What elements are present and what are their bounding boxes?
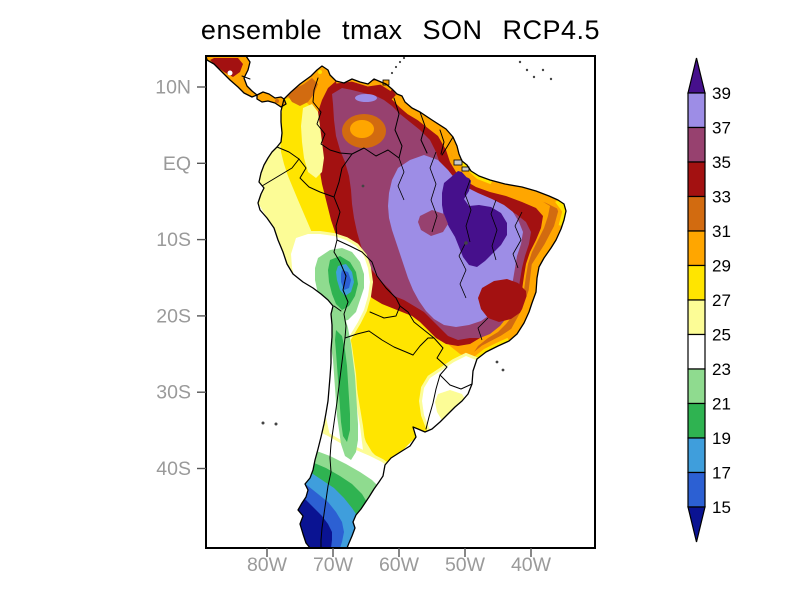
colorbar: 39 37 35 33 31 29 27 25 23 21 19 17 15 (687, 57, 731, 543)
pacific-island-dot (274, 422, 278, 426)
colorbar-cell (687, 230, 706, 267)
lat-tick-label: 30S (156, 382, 191, 404)
fill-pale-colombia (301, 104, 324, 178)
colorbar-cell (687, 402, 706, 439)
lat-tick-label: 10S (156, 229, 191, 251)
colorbar-label: 23 (712, 360, 731, 379)
longitude-axis: 80W 70W 60W 50W 40W (247, 548, 552, 576)
fill-coastgreen-5 (494, 384, 506, 396)
atlantic-dot (541, 68, 545, 72)
lon-tick-label: 80W (247, 554, 288, 576)
colorbar-label: 15 (712, 498, 731, 517)
fill-coastgreen-4 (474, 402, 482, 410)
antilles-dot (390, 71, 394, 75)
antilles-dot (394, 65, 398, 69)
colorbar-cell (687, 126, 706, 163)
colorbar-label: 33 (712, 188, 731, 207)
colorbar-label: 31 (712, 222, 731, 241)
colorbar-cell (687, 92, 706, 129)
map-speck (501, 368, 505, 372)
colorbar-cell (687, 333, 706, 370)
lon-tick-label: 60W (379, 554, 420, 576)
amazon-mouth-island (461, 166, 470, 172)
contour-fills (258, 66, 566, 548)
colorbar-below-triangle (687, 506, 706, 543)
lat-tick-label: EQ (163, 153, 191, 175)
colorbar-label: 19 (712, 429, 731, 448)
colorbar-cell (687, 161, 706, 198)
fill-panama-spot (275, 99, 279, 103)
fill-guajira-dot (318, 70, 322, 74)
lon-tick-label: 70W (313, 554, 354, 576)
latitude-axis: 10N EQ 10S 20S 30S 40S (155, 77, 206, 480)
fill-venezuela-lens (355, 94, 377, 102)
lon-tick-label: 40W (511, 554, 552, 576)
colorbar-above-triangle (687, 57, 706, 94)
atlantic-dot (549, 77, 553, 81)
antilles-dot (398, 60, 402, 64)
colorbar-label: 17 (712, 464, 731, 483)
fill-coastgreen-1 (470, 387, 480, 397)
colorbar-label: 25 (712, 326, 731, 345)
fill-nw-colombia (288, 78, 318, 106)
fill-magenta-patch (418, 210, 448, 236)
colorbar-cell (687, 195, 706, 232)
map-speck (495, 360, 499, 364)
islands (261, 56, 553, 426)
map-speck (464, 241, 468, 245)
colorbar-label: 39 (712, 84, 731, 103)
atlantic-dot (518, 60, 522, 64)
lat-tick-label: 10N (155, 77, 191, 99)
panama-coastline (256, 91, 287, 108)
fill-nicaragua (210, 58, 243, 77)
central-america-coastline (205, 55, 258, 98)
colorbar-label: 37 (712, 119, 731, 138)
pacific-island-dot (261, 421, 265, 425)
fill-coastgreen-3 (447, 427, 457, 437)
atlantic-dot (532, 75, 536, 79)
colorbar-cell (687, 299, 706, 336)
fill-guajira (311, 66, 330, 82)
lat-tick-label: 40S (156, 458, 191, 480)
colorbar-cell (687, 264, 706, 301)
fill-over-39 (442, 171, 507, 267)
marajo-island (453, 159, 463, 166)
colorbar-cell (687, 368, 706, 405)
lon-tick-label: 50W (445, 554, 486, 576)
map-speck (361, 184, 365, 188)
fill-coastgreen-2 (463, 415, 473, 425)
fill-panama (257, 92, 286, 107)
plot-title: ensemble tmax SON RCP4.5 (200, 15, 601, 45)
south-america-coastline (257, 65, 567, 549)
fill-pale-ecuador (262, 160, 298, 248)
colorbar-cell (687, 471, 706, 508)
antilles-dot (402, 56, 406, 60)
fill-andes-strip-green (335, 330, 350, 442)
fill-altiplano-blue (341, 270, 351, 290)
nicaragua-lake (227, 70, 233, 76)
plot-frame (205, 55, 596, 549)
fill-coastgreen-6 (486, 370, 494, 378)
central-america (205, 55, 287, 108)
colorbar-label: 27 (712, 291, 731, 310)
colorbar-cell (687, 437, 706, 474)
fill-venezuela-core (350, 120, 374, 138)
lat-tick-label: 20S (156, 305, 191, 327)
country-borders (261, 77, 523, 548)
colorbar-label: 21 (712, 395, 731, 414)
atlantic-dot (525, 68, 529, 72)
fill-bahia-red (478, 279, 527, 322)
colorbar-label: 35 (712, 153, 731, 172)
colorbar-label: 29 (712, 257, 731, 276)
